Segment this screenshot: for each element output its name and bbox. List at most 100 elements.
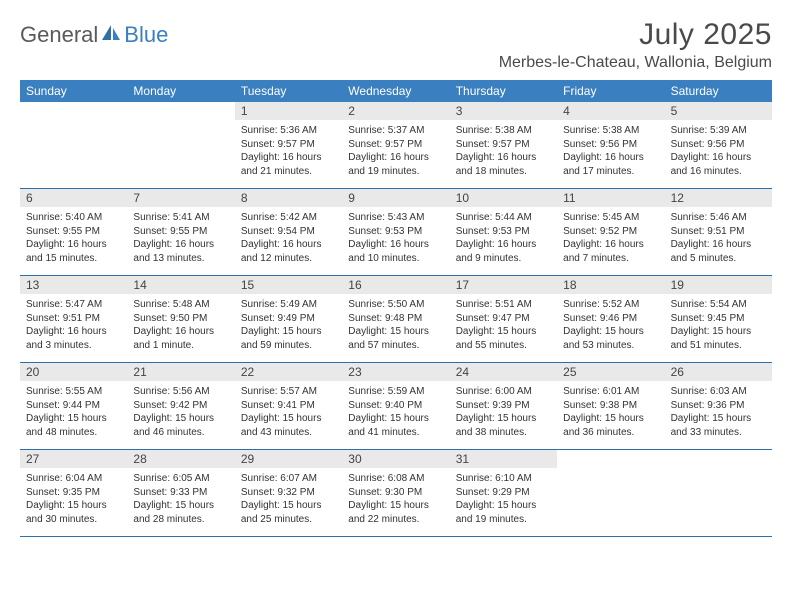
day-cell: 16Sunrise: 5:50 AMSunset: 9:48 PMDayligh…: [342, 276, 449, 362]
day-details: Sunrise: 5:54 AMSunset: 9:45 PMDaylight:…: [665, 294, 772, 358]
day-number: 29: [235, 450, 342, 468]
sunrise-line: Sunrise: 5:36 AM: [241, 124, 336, 138]
sunset-line: Sunset: 9:35 PM: [26, 486, 121, 500]
sunrise-line: Sunrise: 5:44 AM: [456, 211, 551, 225]
daylight-line: Daylight: 15 hours and 41 minutes.: [348, 412, 443, 439]
day-number: 27: [20, 450, 127, 468]
sunset-line: Sunset: 9:50 PM: [133, 312, 228, 326]
sunrise-line: Sunrise: 5:46 AM: [671, 211, 766, 225]
day-number: 1: [235, 102, 342, 120]
day-details: Sunrise: 5:45 AMSunset: 9:52 PMDaylight:…: [557, 207, 664, 271]
month-title: July 2025: [499, 18, 772, 52]
weeks-container: 1Sunrise: 5:36 AMSunset: 9:57 PMDaylight…: [20, 102, 772, 537]
daylight-line: Daylight: 15 hours and 59 minutes.: [241, 325, 336, 352]
day-number: 6: [20, 189, 127, 207]
day-number: 30: [342, 450, 449, 468]
sunrise-line: Sunrise: 5:42 AM: [241, 211, 336, 225]
day-details: Sunrise: 6:04 AMSunset: 9:35 PMDaylight:…: [20, 468, 127, 532]
weekday-header: Sunday: [20, 80, 127, 102]
week-row: 1Sunrise: 5:36 AMSunset: 9:57 PMDaylight…: [20, 102, 772, 189]
sunrise-line: Sunrise: 5:57 AM: [241, 385, 336, 399]
sunset-line: Sunset: 9:39 PM: [456, 399, 551, 413]
day-number: 3: [450, 102, 557, 120]
day-number: 17: [450, 276, 557, 294]
sunset-line: Sunset: 9:56 PM: [563, 138, 658, 152]
day-details: Sunrise: 5:42 AMSunset: 9:54 PMDaylight:…: [235, 207, 342, 271]
sunset-line: Sunset: 9:40 PM: [348, 399, 443, 413]
sunset-line: Sunset: 9:47 PM: [456, 312, 551, 326]
calendar-grid: Sunday Monday Tuesday Wednesday Thursday…: [20, 80, 772, 537]
day-cell: 10Sunrise: 5:44 AMSunset: 9:53 PMDayligh…: [450, 189, 557, 275]
day-details: Sunrise: 6:01 AMSunset: 9:38 PMDaylight:…: [557, 381, 664, 445]
weekday-header: Tuesday: [235, 80, 342, 102]
weekday-header: Monday: [127, 80, 234, 102]
sunset-line: Sunset: 9:57 PM: [241, 138, 336, 152]
title-block: July 2025 Merbes-le-Chateau, Wallonia, B…: [499, 18, 772, 72]
sunrise-line: Sunrise: 5:50 AM: [348, 298, 443, 312]
sunset-line: Sunset: 9:29 PM: [456, 486, 551, 500]
daylight-line: Daylight: 16 hours and 15 minutes.: [26, 238, 121, 265]
week-row: 20Sunrise: 5:55 AMSunset: 9:44 PMDayligh…: [20, 363, 772, 450]
sunset-line: Sunset: 9:56 PM: [671, 138, 766, 152]
daylight-line: Daylight: 15 hours and 25 minutes.: [241, 499, 336, 526]
daylight-line: Daylight: 15 hours and 51 minutes.: [671, 325, 766, 352]
sunrise-line: Sunrise: 6:07 AM: [241, 472, 336, 486]
day-cell: 5Sunrise: 5:39 AMSunset: 9:56 PMDaylight…: [665, 102, 772, 188]
daylight-line: Daylight: 15 hours and 33 minutes.: [671, 412, 766, 439]
sunrise-line: Sunrise: 5:59 AM: [348, 385, 443, 399]
day-cell: 7Sunrise: 5:41 AMSunset: 9:55 PMDaylight…: [127, 189, 234, 275]
day-number: 28: [127, 450, 234, 468]
sunset-line: Sunset: 9:38 PM: [563, 399, 658, 413]
day-number: 21: [127, 363, 234, 381]
sunset-line: Sunset: 9:51 PM: [26, 312, 121, 326]
sunset-line: Sunset: 9:57 PM: [456, 138, 551, 152]
day-details: Sunrise: 5:51 AMSunset: 9:47 PMDaylight:…: [450, 294, 557, 358]
day-cell: 3Sunrise: 5:38 AMSunset: 9:57 PMDaylight…: [450, 102, 557, 188]
day-cell: 14Sunrise: 5:48 AMSunset: 9:50 PMDayligh…: [127, 276, 234, 362]
sunset-line: Sunset: 9:45 PM: [671, 312, 766, 326]
day-details: Sunrise: 6:08 AMSunset: 9:30 PMDaylight:…: [342, 468, 449, 532]
sunrise-line: Sunrise: 5:37 AM: [348, 124, 443, 138]
calendar-page: General Blue July 2025 Merbes-le-Chateau…: [0, 0, 792, 547]
sunset-line: Sunset: 9:53 PM: [348, 225, 443, 239]
sunset-line: Sunset: 9:53 PM: [456, 225, 551, 239]
sunrise-line: Sunrise: 5:55 AM: [26, 385, 121, 399]
day-number: 20: [20, 363, 127, 381]
daylight-line: Daylight: 16 hours and 21 minutes.: [241, 151, 336, 178]
day-number: 2: [342, 102, 449, 120]
day-cell: 18Sunrise: 5:52 AMSunset: 9:46 PMDayligh…: [557, 276, 664, 362]
day-number: 18: [557, 276, 664, 294]
day-cell: 28Sunrise: 6:05 AMSunset: 9:33 PMDayligh…: [127, 450, 234, 536]
day-number: 13: [20, 276, 127, 294]
day-details: Sunrise: 5:39 AMSunset: 9:56 PMDaylight:…: [665, 120, 772, 184]
daylight-line: Daylight: 15 hours and 36 minutes.: [563, 412, 658, 439]
day-details: Sunrise: 6:05 AMSunset: 9:33 PMDaylight:…: [127, 468, 234, 532]
day-cell: 9Sunrise: 5:43 AMSunset: 9:53 PMDaylight…: [342, 189, 449, 275]
day-cell: 21Sunrise: 5:56 AMSunset: 9:42 PMDayligh…: [127, 363, 234, 449]
day-details: Sunrise: 5:46 AMSunset: 9:51 PMDaylight:…: [665, 207, 772, 271]
daylight-line: Daylight: 16 hours and 3 minutes.: [26, 325, 121, 352]
daylight-line: Daylight: 15 hours and 48 minutes.: [26, 412, 121, 439]
day-cell: [557, 450, 664, 536]
day-details: Sunrise: 6:00 AMSunset: 9:39 PMDaylight:…: [450, 381, 557, 445]
day-cell: 25Sunrise: 6:01 AMSunset: 9:38 PMDayligh…: [557, 363, 664, 449]
header: General Blue July 2025 Merbes-le-Chateau…: [20, 18, 772, 72]
sunrise-line: Sunrise: 6:00 AM: [456, 385, 551, 399]
day-cell: 15Sunrise: 5:49 AMSunset: 9:49 PMDayligh…: [235, 276, 342, 362]
daylight-line: Daylight: 15 hours and 30 minutes.: [26, 499, 121, 526]
day-cell: 11Sunrise: 5:45 AMSunset: 9:52 PMDayligh…: [557, 189, 664, 275]
week-row: 13Sunrise: 5:47 AMSunset: 9:51 PMDayligh…: [20, 276, 772, 363]
sunrise-line: Sunrise: 6:05 AM: [133, 472, 228, 486]
sunrise-line: Sunrise: 5:38 AM: [563, 124, 658, 138]
daylight-line: Daylight: 15 hours and 19 minutes.: [456, 499, 551, 526]
day-details: Sunrise: 5:48 AMSunset: 9:50 PMDaylight:…: [127, 294, 234, 358]
sunrise-line: Sunrise: 5:52 AM: [563, 298, 658, 312]
sunset-line: Sunset: 9:32 PM: [241, 486, 336, 500]
day-number: 19: [665, 276, 772, 294]
sunset-line: Sunset: 9:55 PM: [133, 225, 228, 239]
day-number: 26: [665, 363, 772, 381]
daylight-line: Daylight: 16 hours and 19 minutes.: [348, 151, 443, 178]
sunset-line: Sunset: 9:48 PM: [348, 312, 443, 326]
day-details: Sunrise: 6:10 AMSunset: 9:29 PMDaylight:…: [450, 468, 557, 532]
day-number: 12: [665, 189, 772, 207]
